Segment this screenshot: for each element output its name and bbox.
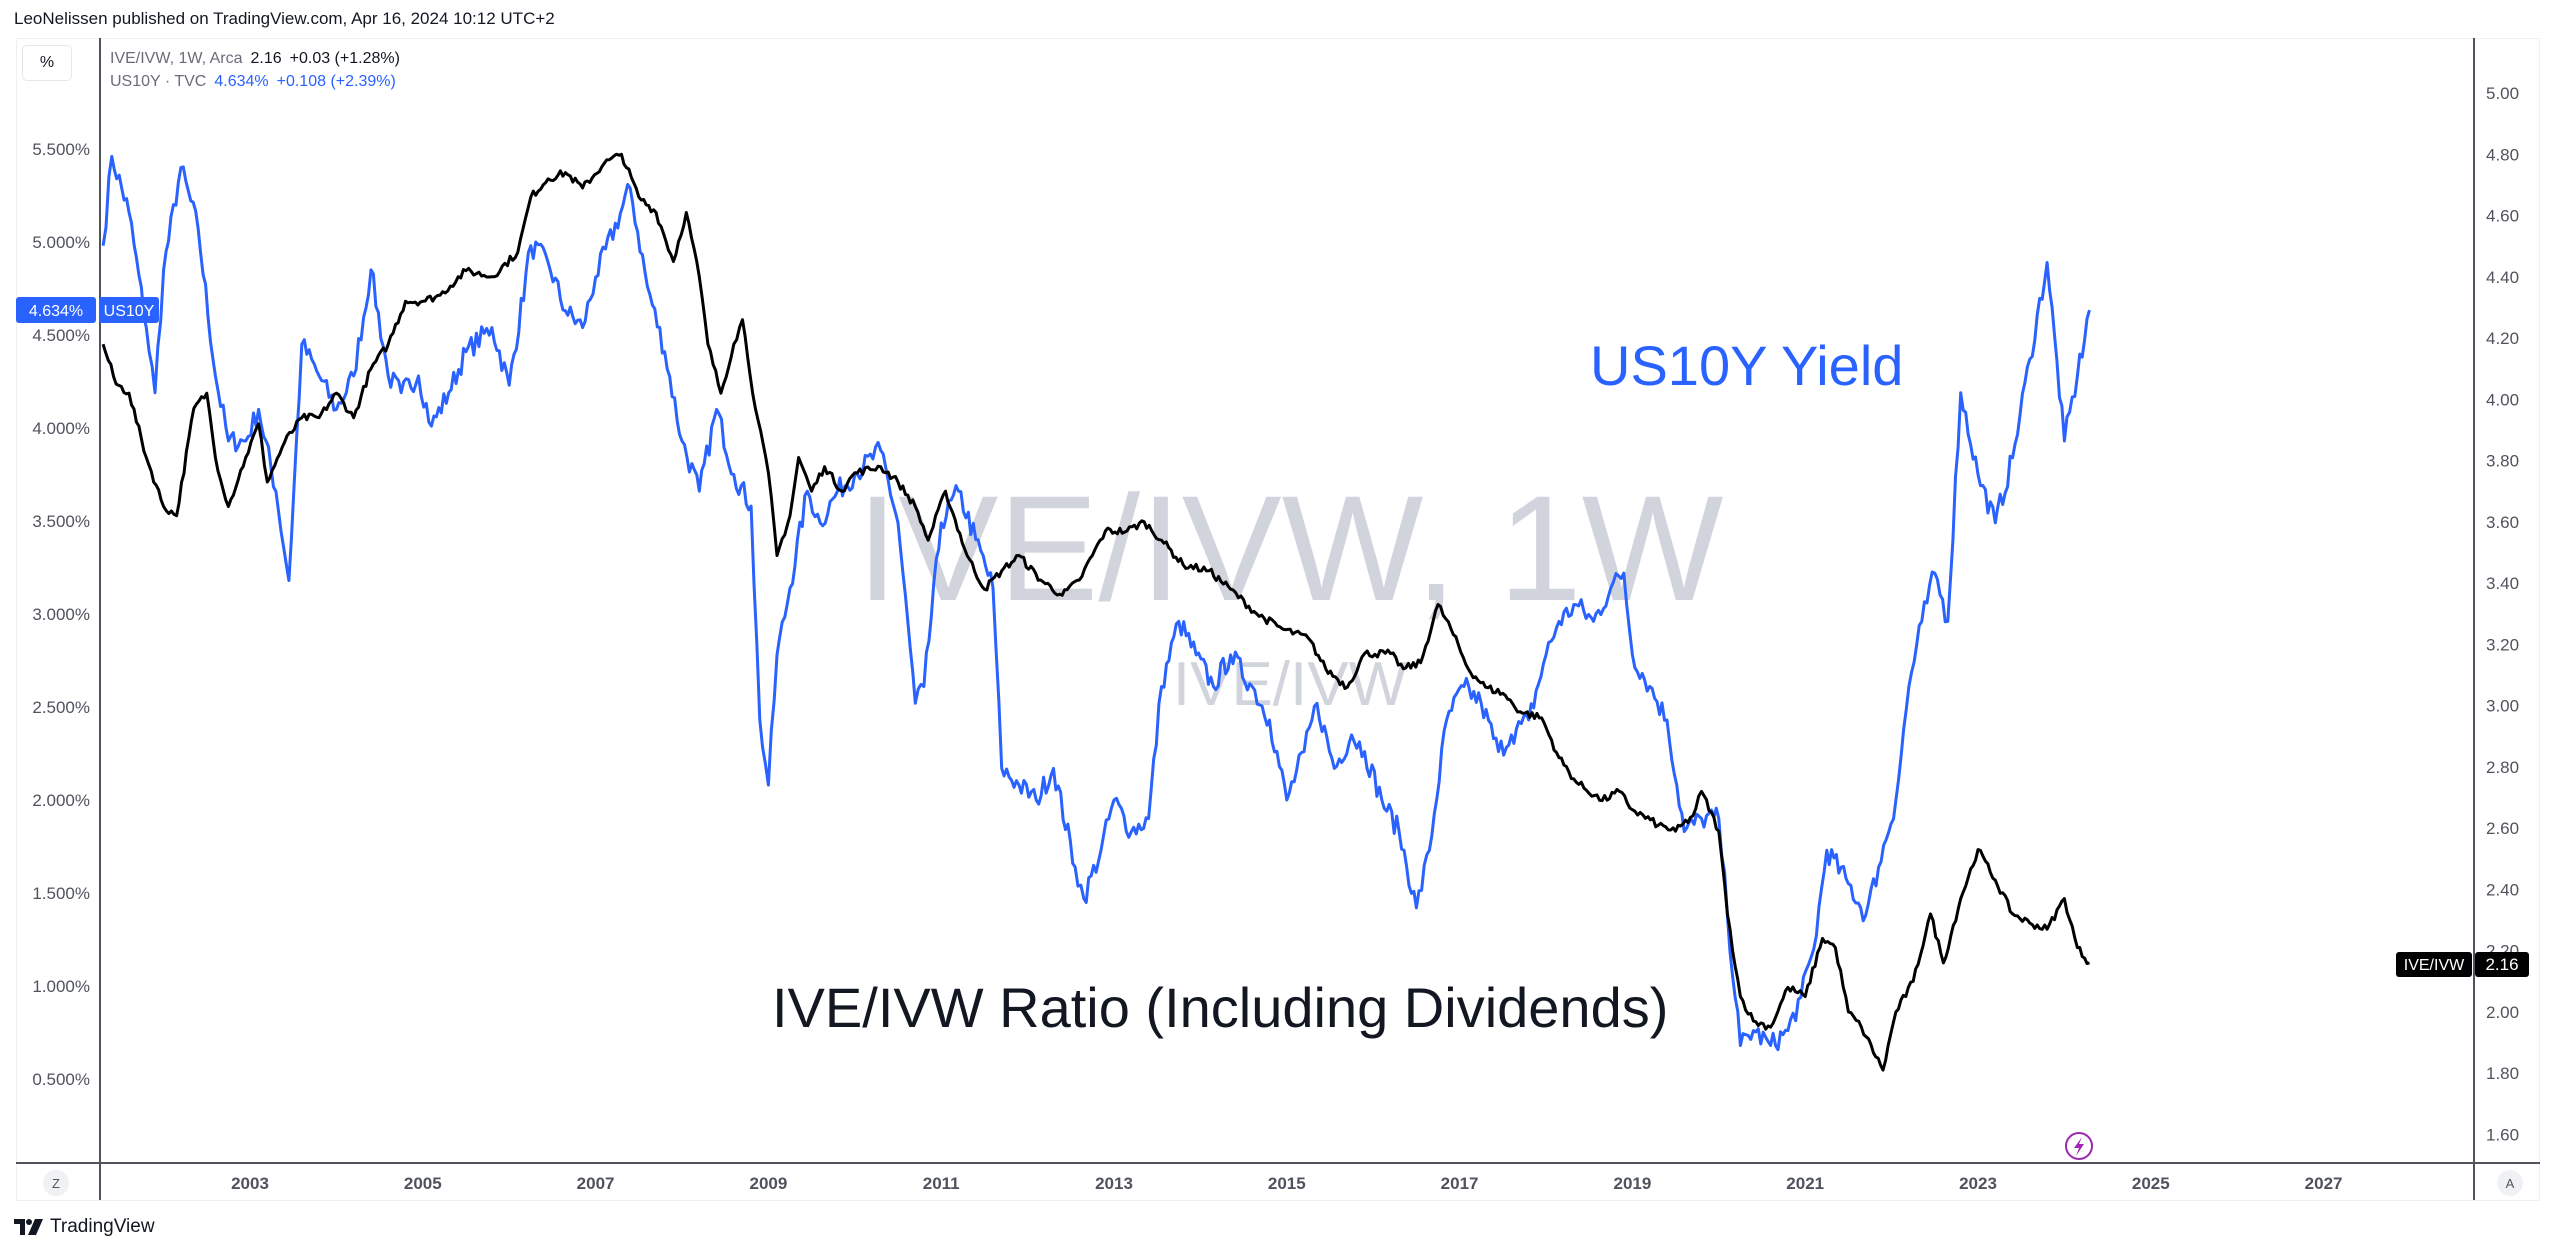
right-tick-label: 2.80 (2486, 758, 2519, 777)
legend-compare-change: +0.108 (+2.39%) (276, 73, 396, 90)
legend-main-change: +0.03 (+1.28%) (289, 50, 400, 67)
time-tick-label: 2013 (1095, 1174, 1133, 1193)
left-tick-label: 5.500% (32, 140, 90, 159)
ratio-value-badge (2475, 952, 2529, 977)
left-tick-label: 0.500% (32, 1070, 90, 1089)
right-tick-label: 2.00 (2486, 1003, 2519, 1022)
legend-main-symbol: IVE/IVW, 1W, Arca (110, 50, 243, 67)
series-line-us10y[interactable] (101, 154, 2091, 1052)
percent-scale-button[interactable]: % (22, 45, 72, 81)
left-tick-label: 1.500% (32, 884, 90, 903)
lightning-icon[interactable] (2065, 1132, 2093, 1160)
legend-main-price: 2.16 (250, 50, 282, 67)
left-tick-label: 2.000% (32, 791, 90, 810)
series-layer (101, 152, 2091, 1072)
left-tick-label: 5.000% (32, 233, 90, 252)
legend-main[interactable]: IVE/IVW, 1W, Arca 2.16 +0.03 (+1.28%) (110, 50, 400, 68)
right-tick-label: 3.00 (2486, 697, 2519, 716)
time-tick-label: 2005 (404, 1174, 442, 1193)
left-tick-label: 4.000% (32, 419, 90, 438)
ratio-price-label: IVE/IVW 2.16 (2396, 952, 2529, 977)
chart-frame (16, 38, 2540, 1201)
annotation-ratio[interactable]: IVE/IVW Ratio (Including Dividends) (772, 976, 1668, 1039)
series-line-ive-ivw[interactable] (101, 152, 2090, 1072)
left-tick-label: 3.000% (32, 605, 90, 624)
right-tick-label: 2.60 (2486, 819, 2519, 838)
right-tick-label: 1.60 (2486, 1125, 2519, 1144)
right-tick-label: 3.20 (2486, 635, 2519, 654)
ratio-value-text: 2.16 (2485, 955, 2518, 974)
time-tick-label: 2011 (923, 1174, 960, 1193)
auto-scale-button[interactable]: A (2497, 1170, 2523, 1196)
time-tick-label: 2003 (231, 1174, 269, 1193)
ratio-name-badge (2396, 952, 2472, 977)
tradingview-brand: TradingView (50, 1216, 155, 1237)
time-tick-label: 2023 (1959, 1174, 1997, 1193)
right-tick-label: 4.80 (2486, 145, 2519, 164)
right-tick-label: 2.40 (2486, 880, 2519, 899)
right-tick-label: 3.40 (2486, 574, 2519, 593)
annotation-us10y[interactable]: US10Y Yield (1590, 334, 1903, 397)
time-axis[interactable]: 2003 2005 2007 2009 2011 2013 2015 2017 2019 2021… (231, 1174, 2342, 1193)
time-tick-label: 2007 (577, 1174, 615, 1193)
left-tick-label: 2.500% (32, 698, 90, 717)
us10y-value-badge (16, 297, 96, 323)
left-tick-label: 4.500% (32, 326, 90, 345)
time-tick-label: 2019 (1613, 1174, 1651, 1193)
ratio-name-text: IVE/IVW (2404, 957, 2465, 974)
time-tick-label: 2017 (1441, 1174, 1479, 1193)
time-tick-label: 2009 (749, 1174, 787, 1193)
time-tick-label: 2015 (1268, 1174, 1306, 1193)
right-tick-label: 4.60 (2486, 207, 2519, 226)
time-tick-label: 2027 (2305, 1174, 2343, 1193)
left-tick-label: 3.500% (32, 512, 90, 531)
publish-info: LeoNelissen published on TradingView.com… (14, 9, 555, 28)
legend-compare-symbol: US10Y · TVC (110, 73, 207, 90)
right-tick-label: 4.20 (2486, 329, 2519, 348)
watermark-main: IVE/IVW, 1W (857, 464, 1724, 632)
right-tick-label: 4.40 (2486, 268, 2519, 287)
zoom-reset-button[interactable]: Z (43, 1170, 69, 1196)
right-tick-label: 4.00 (2486, 390, 2519, 409)
tradingview-logo-icon (14, 1219, 43, 1235)
right-tick-label: 3.60 (2486, 513, 2519, 532)
right-price-axis[interactable]: 5.00 4.80 4.60 4.40 4.20 4.00 3.80 3.60 3.40 3.20… (2486, 84, 2519, 1144)
us10y-value-text: 4.634% (29, 303, 83, 320)
tradingview-logo[interactable]: TradingView (14, 1216, 155, 1238)
us10y-name-badge (99, 297, 159, 323)
us10y-name-text: US10Y (104, 303, 155, 320)
right-tick-label: 3.80 (2486, 452, 2519, 471)
right-tick-label: 1.80 (2486, 1064, 2519, 1083)
us10y-price-label: 4.634% US10Y (16, 297, 159, 323)
left-tick-label: 1.000% (32, 977, 90, 996)
left-price-axis[interactable]: 5.500% 5.000% 4.500% 4.000% 3.500% 3.000% 2.50… (32, 140, 90, 1089)
time-tick-label: 2021 (1786, 1174, 1824, 1193)
legend-compare[interactable]: US10Y · TVC 4.634% +0.108 (+2.39%) (110, 73, 396, 91)
right-tick-label: 5.00 (2486, 84, 2519, 103)
time-tick-label: 2025 (2132, 1174, 2170, 1193)
legend-compare-price: 4.634% (214, 73, 269, 90)
